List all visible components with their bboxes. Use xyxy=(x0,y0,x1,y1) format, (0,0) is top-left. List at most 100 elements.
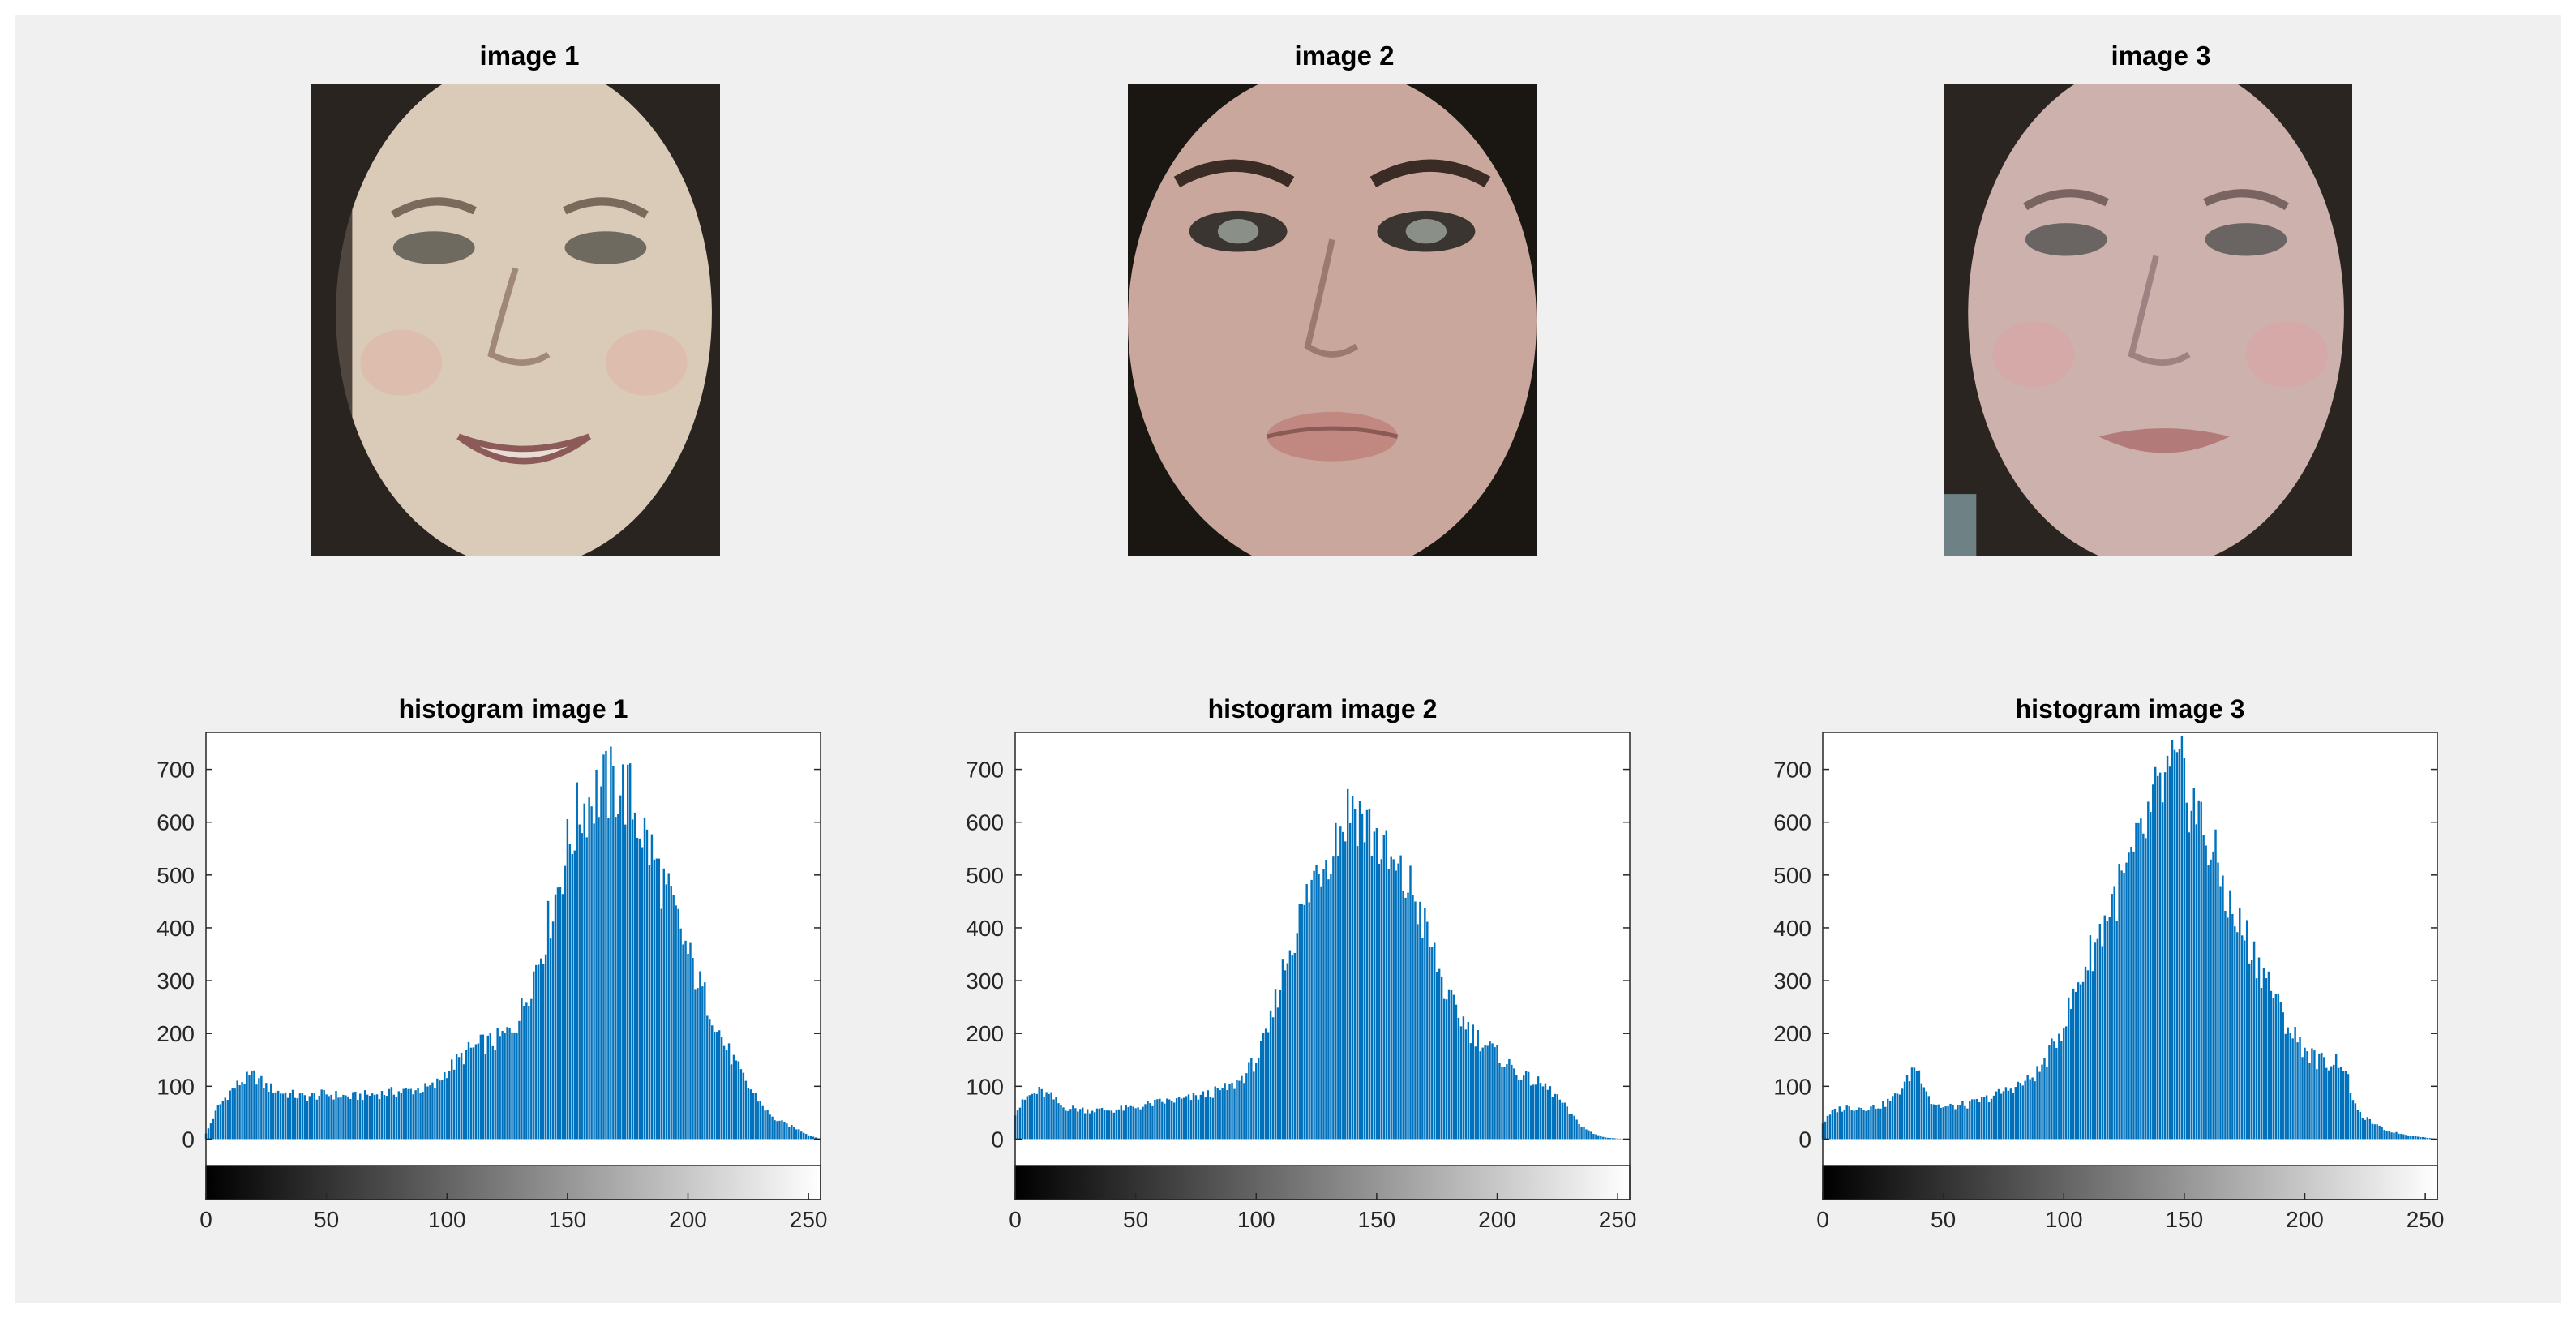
histogram-bar xyxy=(308,1096,311,1140)
histogram-bar xyxy=(561,894,564,1140)
histogram-bar xyxy=(694,989,697,1140)
histogram-bar xyxy=(2421,1136,2424,1140)
histogram-bar xyxy=(2212,851,2214,1140)
histogram-bar xyxy=(2043,1058,2046,1140)
histogram-bar xyxy=(2067,997,2070,1140)
histogram-bar xyxy=(1187,1094,1190,1140)
histogram-bar xyxy=(1358,801,1361,1140)
histogram-bar xyxy=(1884,1106,1887,1140)
histogram-bar xyxy=(600,786,602,1140)
histogram-bar xyxy=(2426,1138,2429,1140)
histogram-bar xyxy=(1865,1110,1867,1140)
histogram-bar xyxy=(1987,1102,1991,1140)
histogram-bar xyxy=(2231,913,2234,1140)
histogram-bar xyxy=(759,1101,761,1140)
histogram-bar xyxy=(1154,1099,1156,1140)
histogram-bar xyxy=(1067,1110,1069,1140)
histogram-bar xyxy=(1982,1097,1986,1140)
histogram-bar xyxy=(757,1101,759,1140)
histogram-bar xyxy=(2299,1037,2301,1140)
x-tick-label: 150 xyxy=(1358,1207,1396,1232)
histogram-bar xyxy=(1322,869,1325,1140)
histogram-bar xyxy=(2321,1052,2323,1140)
histogram-bar xyxy=(315,1099,318,1140)
histogram-bar xyxy=(595,769,598,1140)
histogram-bar xyxy=(1561,1102,1563,1140)
y-tick-label: 0 xyxy=(991,1127,1004,1152)
histogram-bar xyxy=(1592,1134,1595,1140)
histogram-bar xyxy=(2089,935,2092,1140)
histogram-bar xyxy=(1332,856,1335,1140)
histogram-bar xyxy=(725,1050,728,1140)
histogram-bar xyxy=(1959,1105,1961,1140)
histogram-bar xyxy=(1850,1110,1853,1140)
histogram-bar xyxy=(1616,1138,1619,1140)
histogram-bar xyxy=(1515,1075,1518,1140)
histogram-bar xyxy=(2017,1081,2019,1140)
histogram-bar xyxy=(1903,1081,1906,1140)
histogram-bar xyxy=(2270,990,2273,1140)
histogram-bar xyxy=(607,817,610,1140)
histogram-bar xyxy=(1402,891,1404,1140)
histogram-bar xyxy=(1028,1095,1031,1140)
histogram-bar xyxy=(444,1071,446,1140)
histogram-bar xyxy=(1833,1109,1837,1140)
histogram-bar xyxy=(2410,1136,2412,1140)
histogram-bar xyxy=(1447,989,1451,1140)
histogram-bar xyxy=(400,1093,402,1140)
histogram-bar xyxy=(1342,831,1344,1140)
histogram-bar xyxy=(1129,1105,1132,1140)
histogram-bar xyxy=(2284,1033,2287,1140)
histogram-bar xyxy=(636,837,639,1140)
histogram-bar xyxy=(602,754,605,1140)
histogram-bar xyxy=(1344,841,1347,1140)
histogram-bar xyxy=(1407,892,1409,1140)
histogram-bar xyxy=(1607,1137,1609,1140)
histogram-bar xyxy=(1093,1112,1096,1140)
histogram-bar xyxy=(352,1092,354,1140)
histogram-bar xyxy=(744,1080,748,1140)
histogram-bar xyxy=(1882,1101,1884,1140)
histogram-bar xyxy=(1858,1107,1860,1140)
histogram-bar xyxy=(2175,752,2179,1140)
histogram-bar xyxy=(1964,1105,1966,1140)
histogram-bar xyxy=(1088,1113,1091,1140)
histogram-bar xyxy=(1442,998,1446,1140)
histogram-bar xyxy=(556,887,559,1140)
face-image-3 xyxy=(1944,84,2352,556)
histogram-bar xyxy=(2407,1135,2410,1140)
histogram-bar xyxy=(1824,1121,1827,1140)
histogram-bar xyxy=(727,1043,731,1140)
histogram-bar xyxy=(1872,1104,1875,1140)
histogram-bar xyxy=(2318,1053,2321,1140)
histogram-bar xyxy=(1860,1107,1862,1140)
histogram-bar xyxy=(303,1095,306,1140)
histogram-bar xyxy=(1588,1130,1590,1140)
histogram-bar xyxy=(1532,1084,1535,1140)
histogram-bar xyxy=(2135,822,2137,1140)
histogram-bar xyxy=(2041,1064,2043,1140)
histogram-bar xyxy=(392,1094,396,1140)
histogram-bar xyxy=(2260,988,2263,1140)
y-tick-label: 300 xyxy=(156,968,195,994)
axes-box xyxy=(1822,732,2438,1200)
histogram-bar xyxy=(653,859,656,1140)
histogram-bar xyxy=(457,1057,461,1140)
histogram-bar xyxy=(2072,988,2075,1140)
histogram-bar xyxy=(1108,1110,1111,1140)
histogram-bar xyxy=(612,766,615,1140)
histogram-bar xyxy=(2241,935,2244,1140)
histogram-bar xyxy=(1459,1026,1463,1140)
histogram-bar xyxy=(1392,859,1395,1140)
histogram-bar xyxy=(2106,921,2108,1140)
histogram-bar xyxy=(1893,1093,1897,1140)
histogram-bar xyxy=(1518,1080,1520,1140)
histogram-bar xyxy=(2055,1048,2058,1140)
histogram-bar xyxy=(2328,1070,2330,1140)
histogram-bar xyxy=(1194,1095,1198,1140)
histogram-bar xyxy=(2188,832,2191,1140)
x-tick-label: 200 xyxy=(669,1207,707,1232)
histogram-bar xyxy=(2166,755,2169,1140)
histogram-bar xyxy=(1573,1115,1575,1140)
histogram-bar xyxy=(1224,1083,1226,1140)
